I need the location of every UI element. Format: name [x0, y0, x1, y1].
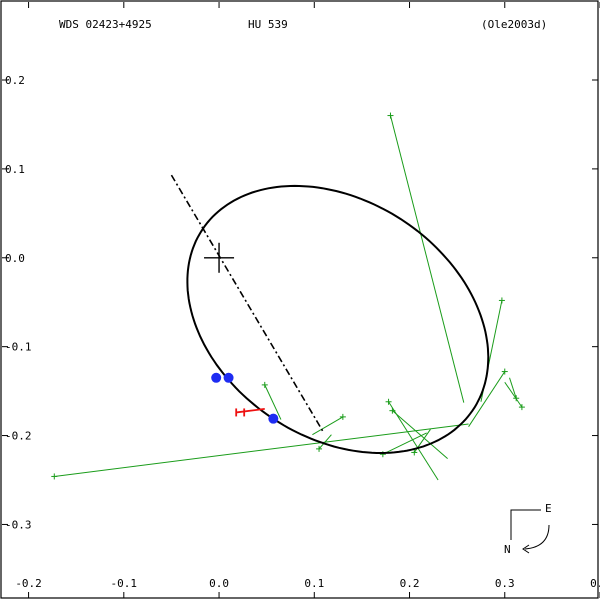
- x-tick-label: -0.1: [111, 577, 138, 590]
- observation-residual-line: [389, 115, 465, 403]
- observation-point: [501, 368, 508, 375]
- compass-indicator: E N: [504, 502, 552, 556]
- y-tick-label: -0.2: [5, 430, 32, 443]
- observation-residual-line: [382, 432, 427, 455]
- red-residual-line: [236, 407, 265, 414]
- y-tick-label: 0.0: [5, 252, 25, 265]
- observation-point: [411, 449, 418, 456]
- y-tick-label: -0.1: [5, 341, 32, 354]
- x-tick-label: 0.0: [209, 577, 229, 590]
- x-tick-label: 0.2: [400, 577, 420, 590]
- compass-north-label: N: [504, 543, 511, 556]
- x-tick-label: -0.2: [15, 577, 42, 590]
- observation-residual-line: [318, 434, 332, 450]
- speckle-point: [223, 372, 234, 383]
- observation-residual-line: [264, 384, 282, 420]
- observation-residual-line: [312, 416, 344, 436]
- line-of-nodes: [170, 174, 325, 434]
- observation-point: [387, 112, 394, 119]
- compass-arrowhead: [522, 544, 530, 554]
- primary-star-marker: [204, 242, 235, 273]
- observation-point: [339, 413, 346, 420]
- speckle-point: [211, 372, 222, 383]
- x-axis-ticks: -0.2 -0.1 0.0 0.1 0.2 0.3 0.4: [15, 2, 600, 598]
- y-tick-label: 0.2: [5, 74, 25, 87]
- compass-east-label: E: [545, 502, 552, 515]
- orbit-ellipse: [186, 184, 490, 454]
- x-tick-label: 0.3: [495, 577, 515, 590]
- observation-residual-line: [468, 371, 506, 427]
- y-tick-label: 0.1: [5, 163, 25, 176]
- header-discoverer: HU 539: [248, 18, 288, 31]
- compass-arrow: [524, 524, 550, 550]
- observation-point: [51, 473, 58, 480]
- header-reference: (Ole2003d): [481, 18, 547, 31]
- observation-residual-line: [504, 381, 523, 408]
- speckle-points: [211, 372, 279, 424]
- observation-residual-line: [392, 410, 448, 460]
- speckle-point: [268, 413, 279, 424]
- y-axis-ticks: 0.2 0.1 0.0 -0.1 -0.2 -0.3: [2, 74, 598, 531]
- observation-point: [316, 445, 323, 452]
- header-wds-id: WDS 02423+4925: [59, 18, 152, 31]
- x-tick-label: 0.1: [304, 577, 324, 590]
- compass-north-arm: [510, 509, 541, 540]
- observation-point: [261, 381, 268, 388]
- observation-point: [385, 398, 392, 405]
- observation-point: [389, 407, 396, 414]
- observation-point: [518, 404, 525, 411]
- observations: [51, 112, 525, 481]
- x-tick-label: 0.4: [590, 577, 600, 590]
- observation-point: [498, 297, 505, 304]
- observation-point: [513, 395, 520, 402]
- observation-residual-line: [509, 377, 517, 399]
- red-error-bar: [235, 407, 265, 417]
- observation-residual-line: [54, 423, 469, 477]
- y-tick-label: -0.3: [5, 518, 32, 531]
